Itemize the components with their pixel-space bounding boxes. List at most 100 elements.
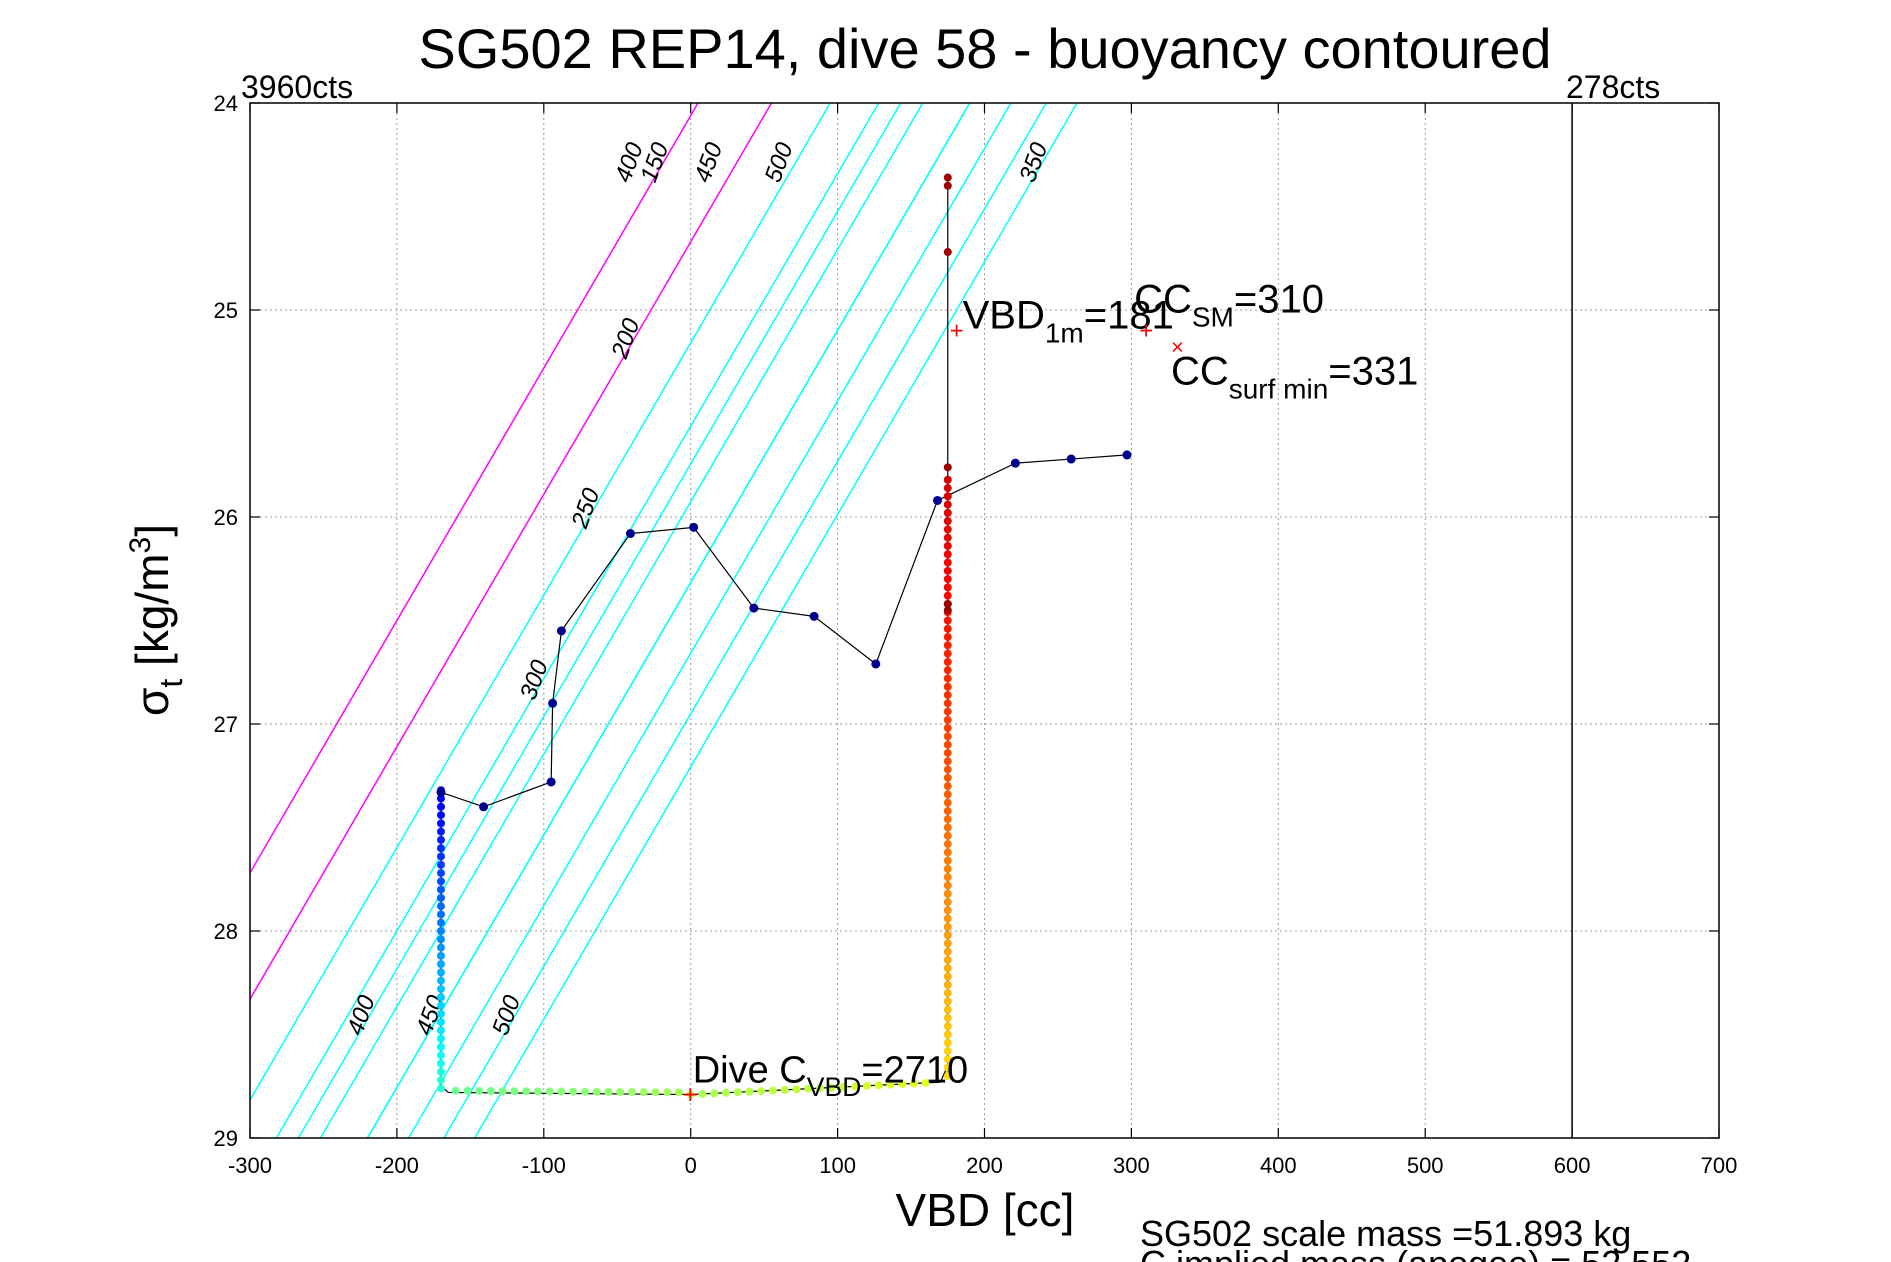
data-point	[943, 591, 952, 600]
data-point	[909, 1079, 918, 1088]
data-point	[943, 500, 952, 509]
data-point	[436, 885, 445, 894]
data-point	[943, 873, 952, 882]
data-point	[627, 1088, 636, 1097]
data-point	[943, 989, 952, 998]
y-tick-label: 28	[214, 919, 238, 944]
cc-surf-label: CCsurf min=331	[1171, 350, 1418, 405]
data-point	[943, 790, 952, 799]
data-point	[580, 1087, 589, 1096]
dive-c-label-tail: =2710	[861, 1050, 968, 1092]
count-label-right: 278cts	[1566, 69, 1660, 105]
y-label-sup: 3	[124, 537, 157, 554]
data-point	[436, 869, 445, 878]
dive-c-label-sub: VBD	[807, 1072, 862, 1102]
cc-sm-label: CCSM=310	[1134, 278, 1324, 333]
data-point	[436, 844, 445, 853]
data-point	[943, 606, 952, 615]
data-point	[943, 972, 952, 981]
data-point	[733, 1088, 742, 1097]
data-point	[943, 674, 952, 683]
data-point	[943, 1047, 952, 1056]
data-point	[943, 914, 952, 923]
data-series	[436, 173, 1132, 1099]
data-point	[943, 699, 952, 708]
profile-point	[689, 522, 699, 532]
data-point	[827, 1083, 836, 1092]
data-point	[498, 1087, 507, 1096]
data-point	[943, 463, 952, 472]
y-tick-label: 25	[214, 298, 238, 323]
grid-lines	[249, 102, 1720, 1139]
data-point	[943, 566, 952, 575]
data-point	[943, 641, 952, 650]
data-point	[943, 1005, 952, 1014]
data-point	[839, 1082, 848, 1091]
data-point	[943, 1022, 952, 1031]
data-point	[943, 980, 952, 989]
data-point	[943, 657, 952, 666]
data-point	[943, 715, 952, 724]
cc-sm-marker: +	[1139, 318, 1153, 345]
cc-sm-label-tail: =310	[1234, 278, 1324, 322]
data-point	[436, 951, 445, 960]
data-point	[545, 1087, 554, 1096]
vbd1m-label-sub: 1m	[1045, 318, 1084, 349]
data-point	[745, 1087, 754, 1096]
data-point	[804, 1084, 813, 1093]
data-point	[674, 1088, 683, 1097]
data-point	[639, 1088, 648, 1097]
vbd1m-label: VBD1m=181	[963, 294, 1174, 349]
data-point	[943, 1030, 952, 1039]
data-point	[616, 1087, 625, 1096]
vbd1m-label-main: VBD	[963, 294, 1045, 338]
data-point	[943, 740, 952, 749]
data-point	[436, 902, 445, 911]
profile-point	[548, 698, 558, 708]
profile-point	[809, 611, 819, 621]
data-point	[943, 691, 952, 700]
data-point	[943, 1071, 952, 1080]
data-point	[463, 1086, 472, 1095]
data-point	[943, 815, 952, 824]
data-point	[943, 773, 952, 782]
contour-label: 250	[566, 484, 606, 532]
data-point	[436, 893, 445, 902]
x-tick-label: 0	[685, 1153, 697, 1178]
dive-c-marker: +	[683, 1080, 698, 1110]
data-point	[943, 840, 952, 849]
data-point	[698, 1089, 707, 1098]
data-point	[436, 819, 445, 828]
y-axis-label: σt [kg/m3]	[124, 524, 189, 716]
contour-line	[250, 103, 699, 875]
data-point	[721, 1088, 730, 1097]
profile-point	[871, 659, 881, 669]
x-tick-label: 700	[1701, 1153, 1738, 1178]
footer-line-2: C implied mass (apogee) = 52.552	[1140, 1243, 1691, 1262]
data-point	[451, 1086, 460, 1095]
contour-label: 450	[689, 138, 728, 185]
data-point	[436, 1001, 445, 1010]
data-point	[436, 993, 445, 1002]
cc-sm-label-main: CC	[1134, 278, 1192, 322]
data-point	[436, 943, 445, 952]
data-point	[557, 1087, 566, 1096]
cc-surf-label-main: CC	[1171, 350, 1229, 394]
data-point	[943, 748, 952, 757]
data-point	[436, 1042, 445, 1051]
y-tick-label: 27	[214, 712, 238, 737]
x-axis-label: VBD [cc]	[896, 1184, 1075, 1236]
x-tick-label: 300	[1113, 1153, 1150, 1178]
data-point	[486, 1087, 495, 1096]
data-point	[943, 955, 952, 964]
profile-point	[1010, 458, 1020, 468]
data-point	[569, 1087, 578, 1096]
data-point	[943, 724, 952, 733]
contour-line	[408, 103, 1012, 1138]
data-point	[436, 1026, 445, 1035]
vbd1m-marker: +	[950, 318, 964, 345]
data-point	[862, 1081, 871, 1090]
profile-point	[479, 802, 489, 812]
data-point	[943, 649, 952, 658]
contour-line	[250, 103, 773, 1001]
